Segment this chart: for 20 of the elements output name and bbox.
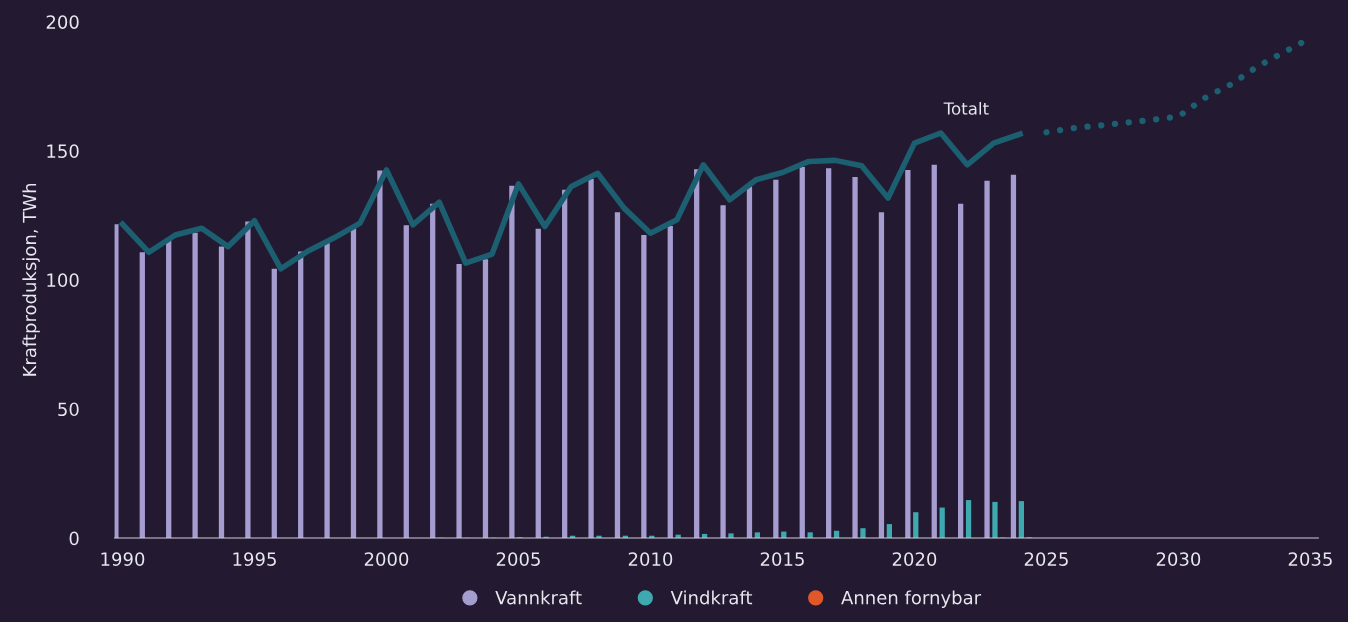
x-tick-label: 2020 [892, 552, 937, 566]
x-tick-label: 2025 [1024, 552, 1068, 566]
y-tick-label: 150 [47, 144, 79, 158]
legend-label: Vannkraft [495, 590, 582, 605]
legend-label: Annen fornybar [841, 590, 982, 608]
x-tick-label: 2005 [496, 552, 540, 566]
x-tick-label: 2010 [628, 552, 673, 566]
series-label: Totalt [943, 101, 989, 115]
y-tick-label: 100 [47, 273, 79, 288]
x-tick-label: 2030 [1156, 552, 1201, 566]
y-tick-label: 200 [46, 15, 79, 29]
y-tick-label: 50 [58, 402, 79, 417]
x-tick-label: 2000 [364, 552, 409, 566]
x-tick-label: 1995 [233, 552, 276, 566]
x-tick-label: 1990 [101, 552, 145, 566]
y-axis-title: Kraftproduksjon, TWh [22, 183, 40, 376]
y-tick-label: 0 [69, 531, 79, 546]
x-tick-label: 2015 [760, 552, 804, 566]
x-tick-label: 2035 [1288, 552, 1332, 566]
legend-label: Vindkraft [670, 590, 753, 605]
